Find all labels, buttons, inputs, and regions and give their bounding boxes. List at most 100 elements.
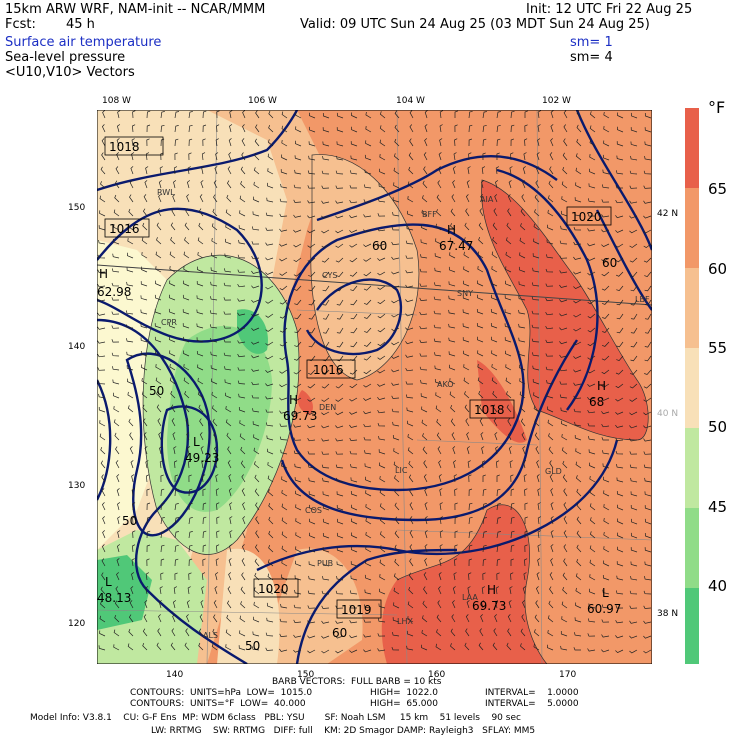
wind-barb <box>615 229 624 233</box>
wind-barb <box>630 141 638 147</box>
wind-barb <box>169 377 176 385</box>
wind-barb <box>172 600 177 609</box>
wind-barb <box>322 299 330 306</box>
wind-barb <box>496 488 501 497</box>
marker-high-denver: H <box>289 393 298 407</box>
wind-barb <box>158 180 162 189</box>
wind-barb <box>435 238 442 245</box>
wind-barb <box>173 446 177 455</box>
wind-barb <box>97 340 106 344</box>
wind-barb <box>643 229 652 234</box>
wind-barb <box>394 110 400 119</box>
wind-barb <box>293 411 302 415</box>
wind-barb <box>391 241 400 246</box>
wind-barb <box>587 410 596 414</box>
wind-barb <box>265 369 274 373</box>
wind-barb <box>405 368 414 372</box>
wind-barb <box>468 138 473 147</box>
wind-barb <box>127 223 134 231</box>
wind-barb <box>111 282 120 287</box>
wind-barb <box>505 237 512 245</box>
wind-barb <box>560 407 568 413</box>
wind-barb <box>293 437 302 441</box>
wind-barb <box>434 378 442 385</box>
wind-barb <box>183 364 190 371</box>
wind-barb <box>265 212 274 217</box>
wind-barb <box>587 341 596 347</box>
wind-barb <box>198 404 204 413</box>
wind-barb <box>409 530 414 539</box>
wind-barb <box>295 140 302 147</box>
wind-barb <box>464 404 470 413</box>
wind-barb <box>114 614 120 623</box>
wind-barb <box>575 182 582 189</box>
wind-barb <box>379 462 386 469</box>
wind-barb <box>439 558 443 567</box>
wind-barb <box>533 629 540 637</box>
extremum-se-corner: 60.97 <box>587 602 621 616</box>
wind-barb <box>406 407 414 413</box>
wind-barb <box>377 618 386 623</box>
wind-barb <box>237 269 246 273</box>
wind-barb <box>351 532 358 539</box>
wind-barb <box>125 324 134 329</box>
wind-barb <box>216 516 220 525</box>
wind-barb <box>576 516 582 525</box>
wind-barb <box>615 635 624 639</box>
wind-barb <box>131 558 135 567</box>
wind-barb <box>629 425 638 429</box>
wind-barb <box>379 531 386 539</box>
wind-barb <box>142 222 148 231</box>
wind-barb <box>350 299 358 306</box>
wind-barb <box>308 575 316 581</box>
wind-barb <box>468 516 473 525</box>
wind-barb <box>405 381 414 385</box>
wind-barb <box>508 446 512 455</box>
wind-barb <box>202 488 206 497</box>
field-smoothing-1: sm= 1 <box>570 35 613 50</box>
wind-barb <box>188 488 193 497</box>
extremum-high-ne: 67.47 <box>439 239 473 253</box>
wind-barb <box>423 166 428 175</box>
wind-barb <box>576 502 582 511</box>
wind-barb <box>405 240 414 245</box>
wind-barb <box>439 530 443 539</box>
wind-barb <box>241 488 246 497</box>
grid-x-140: 140 <box>166 670 184 680</box>
wind-barb <box>321 649 330 654</box>
wind-barb <box>615 620 624 624</box>
wind-barb <box>575 587 582 595</box>
wind-barb <box>349 257 358 263</box>
wind-barb <box>140 309 148 315</box>
wind-barb <box>213 446 218 455</box>
wind-barb <box>419 325 428 330</box>
wind-barb <box>365 476 372 483</box>
wind-barb <box>215 138 219 147</box>
wind-barb <box>126 351 134 357</box>
wind-barb <box>279 257 288 262</box>
wind-barb <box>158 600 162 609</box>
wind-barb <box>349 383 358 389</box>
wind-barb <box>97 269 106 273</box>
wind-barb <box>101 152 106 161</box>
wind-barb <box>186 600 190 609</box>
wind-barb <box>421 644 428 651</box>
wind-barb <box>630 504 638 511</box>
wind-barb <box>350 313 358 320</box>
wind-barb <box>279 633 288 637</box>
wind-barb <box>309 532 316 539</box>
grid-x-170: 170 <box>559 670 577 680</box>
wind-barb <box>202 516 207 525</box>
wind-barb <box>116 558 120 567</box>
wind-barb <box>524 530 528 538</box>
wind-barb <box>350 561 358 567</box>
wind-barb <box>173 166 178 175</box>
wind-barb <box>603 517 610 525</box>
lat-label-40n: 40 N <box>657 409 679 419</box>
wind-barb <box>523 572 527 581</box>
wind-barb <box>644 547 652 553</box>
wind-barb <box>424 530 428 539</box>
wind-barb <box>229 516 233 525</box>
wind-barb <box>253 196 260 203</box>
wind-barb <box>173 180 177 189</box>
